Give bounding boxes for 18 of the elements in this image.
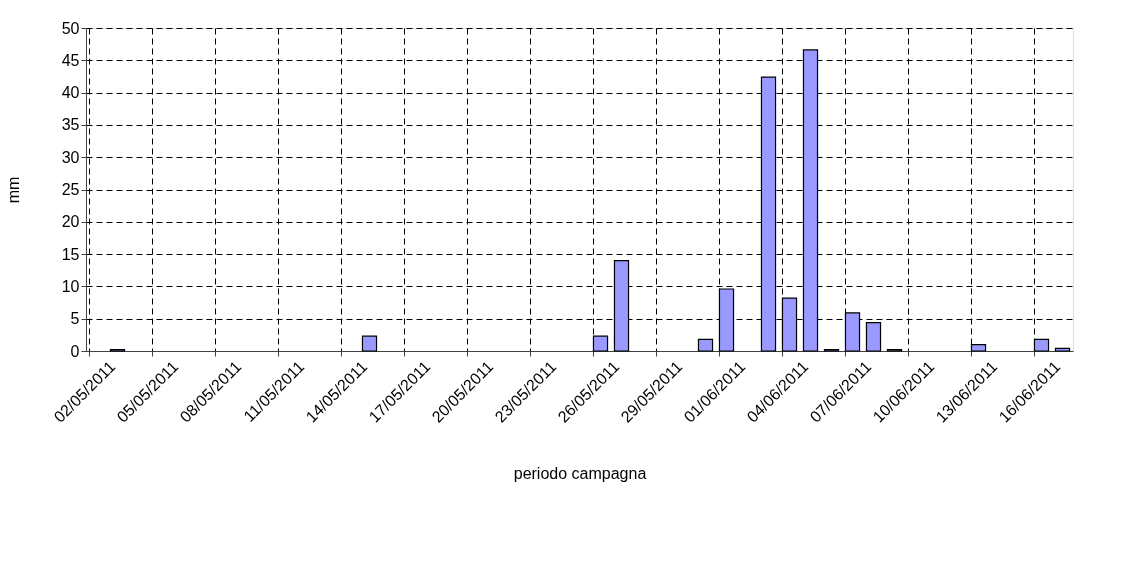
y-tick-label: 35 <box>61 116 80 134</box>
y-tick-label: 30 <box>61 148 80 166</box>
bar <box>697 338 714 352</box>
y-tick-label: 25 <box>61 181 80 198</box>
y-tick-label: 15 <box>61 245 80 263</box>
y-tick-label: 0 <box>70 342 80 360</box>
y-tick-label: 45 <box>61 51 80 69</box>
y-tick-label: 10 <box>61 277 80 295</box>
x-axis-title: periodo campagna <box>513 464 647 482</box>
bar <box>1054 347 1071 352</box>
y-tick-label: 40 <box>61 84 80 102</box>
y-axis-title: mm <box>4 176 22 204</box>
bar <box>865 321 882 352</box>
y-tick-label: 50 <box>61 19 80 37</box>
y-tick-label: 20 <box>61 213 80 231</box>
bar <box>1033 338 1050 352</box>
bar <box>361 335 378 352</box>
y-tick-label: 5 <box>70 310 80 328</box>
